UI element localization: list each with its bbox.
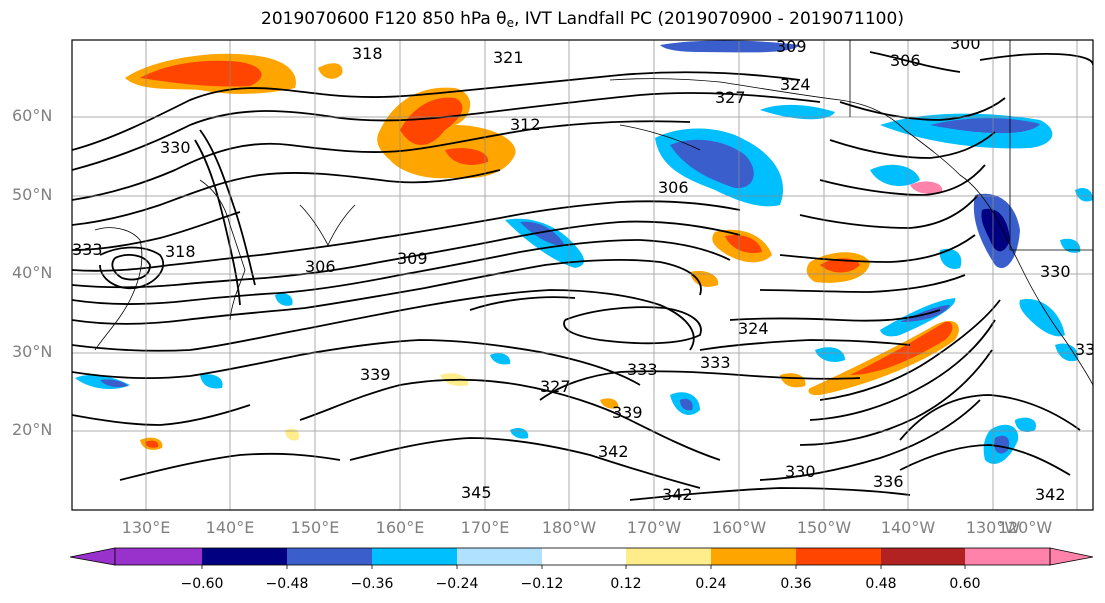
contour-label: 309 (776, 37, 807, 56)
contour-label: 306 (658, 178, 689, 197)
lon-label: 140°E (205, 518, 255, 537)
contour-label: 339 (612, 403, 643, 422)
contour-label: 333 (72, 240, 103, 259)
colorbar-bin (711, 548, 796, 565)
chart-title: 2019070600 F120 850 hPa θe, IVT Landfall… (261, 9, 904, 30)
contour-label: 327 (540, 377, 571, 396)
lon-label: 140°W (880, 518, 936, 537)
colorbar-bin (881, 548, 965, 565)
graticule (72, 40, 1093, 510)
contour-label: 342 (1035, 485, 1066, 504)
colorbar-tick-label: 0.24 (695, 576, 727, 592)
colorbar-tick-label: −0.36 (350, 576, 394, 592)
contour-label: 330 (160, 138, 191, 157)
contour-label: 321 (493, 48, 524, 67)
contour-label: 345 (461, 483, 492, 502)
contour-label: 324 (780, 75, 811, 94)
contour-label: 330 (1040, 262, 1071, 281)
lon-label: 130°W (965, 518, 1021, 537)
colorbar-bin (202, 548, 287, 565)
contour-label: 333 (1075, 340, 1105, 359)
colorbar-bin (626, 548, 711, 565)
colorbar-tick-label: −0.24 (435, 576, 479, 592)
colorbar-bin (287, 548, 372, 565)
contour-labels: 318 321 309 300 306 324 327 312 330 306 … (72, 34, 1105, 504)
lon-label: 170°E (460, 518, 510, 537)
contour-label: 312 (510, 115, 541, 134)
colorbar-tick-label: 0.12 (610, 576, 642, 592)
colorbar-bin (796, 548, 881, 565)
lat-label: 20°N (12, 420, 53, 439)
colorbar-tick-label: 0.48 (865, 576, 897, 592)
lon-label: 180°W (541, 518, 597, 537)
contour-label: 342 (662, 485, 693, 504)
contour-label: 333 (700, 353, 731, 372)
contour-label: 306 (890, 51, 921, 70)
lon-label: 160°E (375, 518, 425, 537)
colorbar-tick-label: −0.48 (265, 576, 309, 592)
colorbar (69, 547, 1094, 569)
colorbar-bin (457, 548, 542, 565)
lon-label: 150°E (290, 518, 340, 537)
colorbar-tick-label: 0.36 (780, 576, 812, 592)
contour-label: 324 (738, 319, 769, 338)
contour-label: 327 (715, 88, 746, 107)
lon-label: 130°E (121, 518, 171, 537)
colorbar-tick-label: −0.60 (180, 576, 224, 592)
lon-label: 150°W (796, 518, 852, 537)
contour-label: 336 (873, 472, 904, 491)
lat-label: 30°N (12, 342, 53, 361)
coastlines (94, 40, 1093, 386)
colorbar-bin (965, 548, 1050, 565)
colorbar-bin (542, 548, 626, 565)
plot-frame (71, 39, 1094, 511)
contour-label: 330 (785, 462, 816, 481)
contour-label: 318 (352, 44, 383, 63)
contour-label: 300 (950, 34, 981, 53)
contour-label: 309 (397, 249, 428, 268)
colorbar-extend-low (69, 547, 116, 566)
contour-label: 318 (165, 242, 196, 261)
lon-label: 160°W (711, 518, 767, 537)
lon-label: 170°W (626, 518, 682, 537)
lat-label: 50°N (12, 185, 53, 204)
colorbar-extend-high (1049, 547, 1094, 566)
contour-label: 306 (305, 257, 336, 276)
lon-label: 120°W (997, 518, 1053, 537)
colorbar-tick-label: −0.12 (520, 576, 564, 592)
colorbar-tick-label: 0.60 (949, 576, 981, 592)
contour-label: 339 (360, 365, 391, 384)
colorbar-bin (372, 548, 457, 565)
contour-label: 333 (627, 360, 658, 379)
lat-label: 40°N (12, 263, 53, 282)
colorbar-bin (115, 548, 202, 565)
lat-label: 60°N (12, 106, 53, 125)
contour-label: 342 (598, 442, 629, 461)
